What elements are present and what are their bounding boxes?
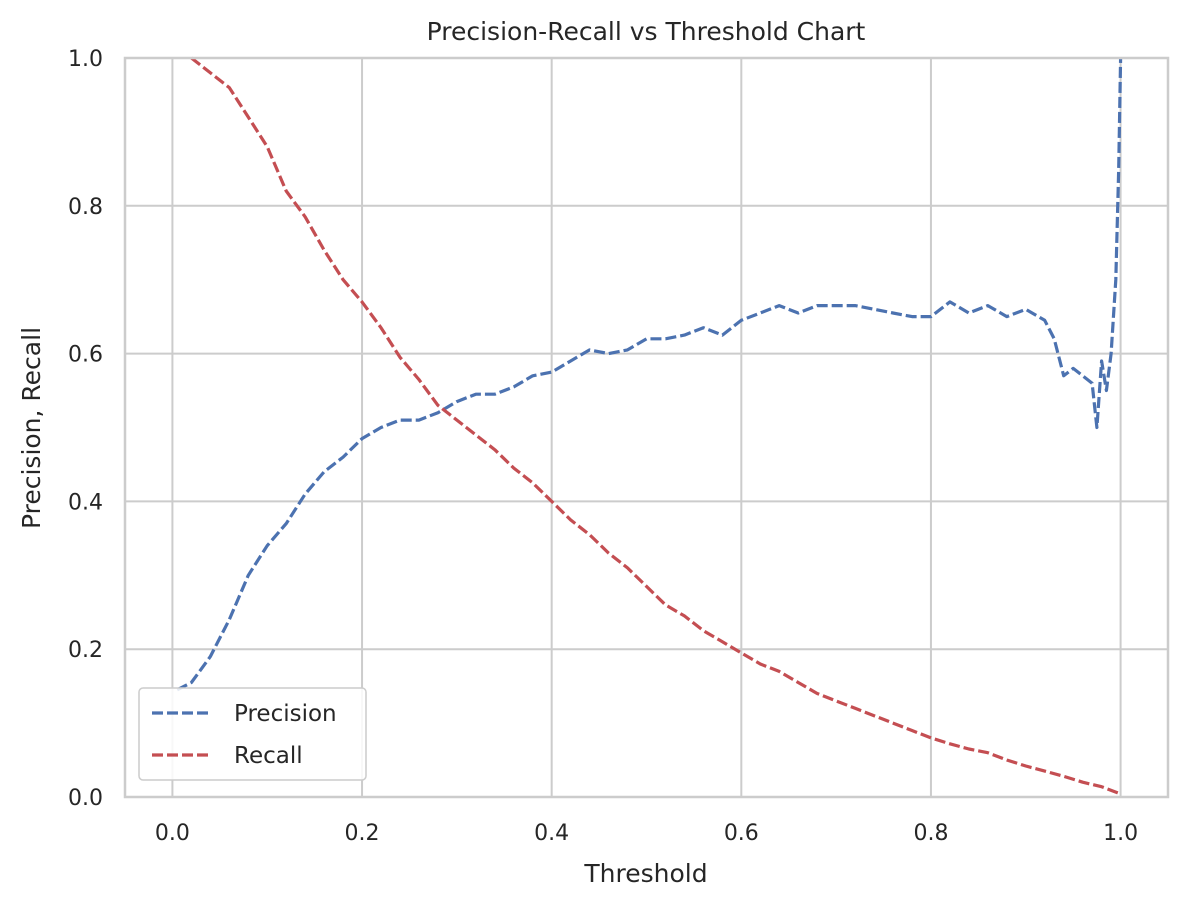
y-axis-label: Precision, Recall	[17, 327, 46, 529]
plot-frame	[123, 56, 1170, 799]
legend: Precision Recall	[138, 687, 367, 781]
legend-label-precision: Precision	[234, 701, 337, 727]
legend-label-recall: Recall	[234, 743, 303, 769]
x-tick-labels: 0.0 0.2 0.4 0.6 0.8 1.0	[155, 821, 1138, 846]
x-tick-label: 1.0	[1103, 821, 1138, 846]
x-tick-label: 0.6	[724, 821, 759, 846]
series-layer	[176, 56, 1123, 796]
x-tick-label: 0.4	[534, 821, 569, 846]
y-tick-label: 0.4	[68, 490, 103, 515]
y-tick-label: 1.0	[68, 47, 103, 72]
x-tick-label: 0.2	[345, 821, 380, 846]
series-line-precision	[176, 57, 1123, 692]
chart-title: Precision-Recall vs Threshold Chart	[427, 17, 866, 46]
series-line-recall	[190, 56, 1122, 796]
x-tick-label: 0.0	[155, 821, 190, 846]
y-tick-label: 0.0	[68, 786, 103, 811]
y-tick-label: 0.2	[68, 638, 103, 663]
legend-box	[138, 687, 367, 781]
y-tick-label: 0.6	[68, 343, 103, 368]
x-axis-label: Threshold	[583, 859, 707, 888]
grid-lines	[125, 57, 1168, 798]
y-tick-labels: 0.0 0.2 0.4 0.6 0.8 1.0	[68, 47, 103, 811]
x-tick-label: 0.8	[913, 821, 948, 846]
y-tick-label: 0.8	[68, 195, 103, 220]
